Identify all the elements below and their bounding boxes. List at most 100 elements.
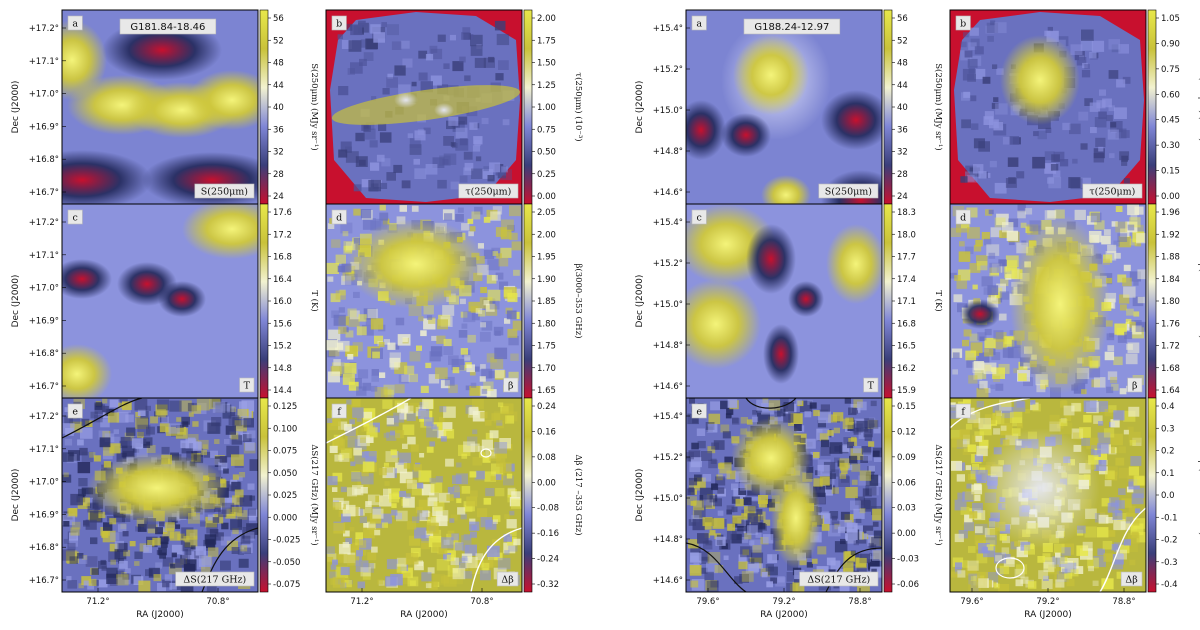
map-image	[686, 398, 882, 592]
ra-tick-label: 70.8°	[470, 597, 493, 607]
dec-tick-label: +15.4°	[653, 24, 683, 34]
colorbar-tick-label: 48	[273, 59, 284, 69]
colorbar-tick-label: 2.05	[537, 208, 556, 218]
colorbar-tick-label: 28	[897, 170, 908, 180]
colorbar	[1147, 203, 1157, 399]
panel-letter-box	[331, 209, 347, 225]
colorbar-tick-label: -0.025	[273, 536, 300, 546]
dec-tick-label: +16.7°	[29, 382, 59, 392]
dec-tick-label: +17.1°	[29, 57, 59, 67]
colorbar-tick-label: 1.65	[537, 386, 556, 396]
panel-tag-box	[175, 571, 255, 587]
colorbar-unit-label: T (K)	[933, 290, 944, 311]
map-image	[326, 10, 522, 204]
dec-tick-label: +14.8°	[653, 147, 683, 157]
colorbar-tick-label: 17.6	[273, 208, 292, 218]
colorbar-unit-label: ΔS(217 GHz) (MJy sr⁻¹)	[309, 444, 320, 545]
panel-tag: S(250μm)	[201, 187, 248, 198]
colorbar-tick-label: 14.8	[273, 364, 292, 374]
panel-letter: f	[961, 407, 966, 418]
colorbar-unit-label: Δβ (217 –353 GHz)	[573, 454, 584, 535]
map-image	[62, 398, 258, 592]
colorbar-tick-label: 1.75	[537, 36, 556, 46]
panel-letter-box	[691, 403, 707, 419]
map-image	[950, 398, 1146, 592]
dec-tick-label: +16.9°	[29, 316, 59, 326]
field-name-box	[119, 18, 217, 35]
colorbar-tick-label: 40	[897, 103, 908, 113]
panel-letter: f	[337, 407, 342, 418]
dec-tick-label: +17.0°	[29, 478, 59, 488]
colorbar-tick-label: 16.2	[897, 364, 916, 374]
colorbar-tick-label: 1.25	[537, 81, 556, 91]
dec-tick-label: +14.6°	[653, 188, 683, 198]
panel-tag: Δβ	[501, 575, 514, 586]
colorbar-tick-label: 2.00	[537, 14, 556, 24]
colorbar-tick-label: 1.72	[1161, 342, 1180, 352]
colorbar-tick-label: 40	[273, 103, 284, 113]
colorbar-tick-label: 18.3	[897, 208, 916, 218]
dec-axis-label: Dec (J2000)	[635, 81, 645, 134]
colorbar-unit-label: T (K)	[309, 290, 320, 311]
panel-tag-box	[863, 377, 879, 393]
ra-tick-label: 71.2°	[86, 597, 109, 607]
dec-tick-label: +16.8°	[29, 349, 59, 359]
panel-tag: τ(250μm)	[465, 187, 511, 198]
colorbar-tick-label: 0.12	[897, 427, 916, 437]
dec-tick-label: +17.1°	[29, 251, 59, 261]
colorbar-tick-label: 24	[273, 192, 284, 202]
colorbar-tick-label: 0.025	[273, 491, 297, 501]
dec-tick-label: +14.8°	[653, 535, 683, 545]
colorbar-tick-label: 1.50	[537, 59, 556, 69]
ra-tick-label: 78.8°	[1112, 597, 1135, 607]
colorbar-tick-label: 0.24	[537, 402, 556, 412]
colorbar-tick-label: 0.000	[273, 513, 297, 523]
colorbar-tick-label: 16.0	[273, 297, 292, 307]
dec-axis-label: Dec (J2000)	[11, 81, 21, 134]
colorbar-tick-label: 15.9	[897, 386, 916, 396]
dec-tick-label: +17.2°	[29, 24, 59, 34]
colorbar-tick-label: 56	[897, 14, 908, 24]
ra-axis-label: RA (J2000)	[136, 610, 184, 620]
colorbar	[259, 397, 269, 593]
colorbar-tick-label: 1.88	[1161, 253, 1180, 263]
colorbar-tick-label: 1.75	[537, 342, 556, 352]
colorbar-tick-label: -0.06	[897, 580, 919, 590]
colorbar-tick-label: 1.05	[1161, 14, 1180, 24]
colorbar-tick-label: 0.16	[537, 427, 556, 437]
colorbar-tick-label: 0.100	[273, 424, 297, 434]
colorbar-tick-label: 32	[273, 148, 284, 158]
dec-tick-label: +16.9°	[29, 122, 59, 132]
dec-tick-label: +17.2°	[29, 412, 59, 422]
colorbar-tick-label: 17.4	[897, 275, 916, 285]
colorbar-tick-label: -0.08	[537, 504, 559, 514]
dec-axis-label: Dec (J2000)	[635, 469, 645, 522]
colorbar	[523, 397, 533, 593]
panel-letter-box	[67, 403, 83, 419]
panel-tag: T	[868, 381, 875, 392]
dec-axis-label: Dec (J2000)	[635, 275, 645, 328]
colorbar-tick-label: -0.2	[1161, 536, 1178, 546]
colorbar-tick-label: -0.32	[537, 580, 559, 590]
colorbar-tick-label: 0.06	[897, 478, 916, 488]
dec-tick-label: +15.2°	[653, 453, 683, 463]
dec-tick-label: +15.4°	[653, 218, 683, 228]
colorbar	[259, 9, 269, 205]
colorbar-tick-label: 0.125	[273, 402, 297, 412]
colorbar-tick-label: 0.00	[897, 529, 916, 539]
ra-axis-label: RA (J2000)	[760, 610, 808, 620]
panel-letter: e	[696, 407, 702, 418]
colorbar-tick-label: 0.4	[1161, 402, 1175, 412]
field-name-box	[743, 18, 841, 35]
ra-tick-label: 78.8°	[848, 597, 871, 607]
colorbar-tick-label: 0.3	[1161, 424, 1175, 434]
dec-tick-label: +14.6°	[653, 382, 683, 392]
colorbar-tick-label: 1.76	[1161, 319, 1180, 329]
dec-tick-label: +15.0°	[653, 300, 683, 310]
ra-axis-label: RA (J2000)	[400, 610, 448, 620]
colorbar-tick-label: 24	[897, 192, 908, 202]
panel-tag: ΔS(217 GHz)	[183, 575, 246, 586]
colorbar-unit-label: S(250μm) (MJy sr⁻¹)	[933, 63, 944, 151]
colorbar-tick-label: 0.15	[1161, 167, 1180, 177]
